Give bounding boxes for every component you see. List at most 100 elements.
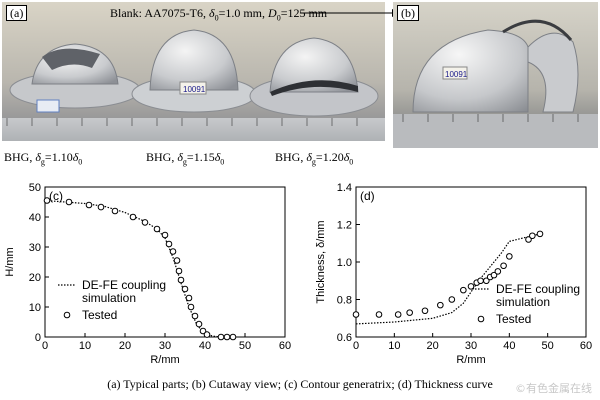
chart-d-tested-point: [500, 262, 507, 270]
chart-d-tested-point: [529, 232, 536, 240]
chart-c-ytick-label: 50: [29, 182, 41, 194]
chart-c-legend-sim-label-2: simulation: [82, 291, 136, 305]
chart-c-tested-point: [191, 312, 199, 320]
chart-d-tested-point: [394, 311, 402, 318]
chart-c-xtick-label: 60: [279, 340, 291, 352]
chart-d-xtick-label: 0: [353, 340, 359, 352]
arrow-to-cutaway: [300, 9, 400, 17]
chart-c-xtick-label: 10: [79, 340, 91, 352]
panel-tag-b: (b): [397, 5, 419, 21]
chart-d-tested-point: [525, 236, 532, 243]
chart-c-panel-tag: (c): [49, 189, 63, 203]
chart-d-xtick-label: 50: [542, 340, 554, 352]
chart-d-legend-tested-label: Tested: [496, 312, 531, 326]
bhg-label-110: BHG, δg=1.10δ0: [4, 150, 83, 167]
photo-cutaway-view: 10091 (b): [393, 2, 598, 148]
blank-spec-label: Blank: AA7075-T6, δ0=1.0 mm, D0=125 mm: [110, 6, 328, 23]
chart-d-tested-point: [437, 301, 444, 309]
chart-c-plot-frame: [44, 186, 286, 338]
figure-caption: (a) Typical parts; (b) Cutaway view; (c)…: [107, 377, 493, 391]
chart-d-xtick-label: 60: [580, 340, 592, 352]
chart-c-tested-point: [165, 240, 173, 248]
photo-cutaway-scene: 10091: [393, 2, 598, 148]
chart-c-tested-point: [173, 257, 181, 264]
chart-d-xtick-label: 20: [427, 340, 439, 352]
photo-typical-parts: 10091 (a) Blank: AA7075-T6, δ0=1.0 mm, D…: [2, 2, 385, 148]
chart-d-ytick-label: 0.6: [337, 332, 352, 344]
chart-c-tested-point: [199, 327, 207, 335]
chart-c-y-axis-label: H/mm: [4, 247, 16, 276]
chart-d-tested-point: [406, 309, 413, 316]
chart-c-x-axis-label: R/mm: [150, 354, 179, 366]
chart-c-tested-point: [161, 231, 169, 239]
chart-c-tested-point: [229, 333, 237, 341]
chart-c-tested-point: [203, 331, 211, 338]
chart-d-tested-point: [506, 253, 513, 260]
chart-d-tested-point: [494, 268, 502, 275]
chart-d-x-axis-label: R/mm: [456, 354, 485, 366]
chart-d-xtick-label: 40: [503, 340, 515, 352]
chart-c-xtick-label: 20: [119, 340, 131, 352]
chart-c-tested-point: [153, 225, 161, 233]
part-mark-a: 10091: [183, 85, 206, 94]
chart-d-svg: 0 10 20 30 40 50 60 0.6 0.8 1.0 1.2 1.4 R/mm Thicknes…: [315, 182, 592, 366]
chart-d-tested-point: [448, 296, 456, 303]
chart-c-tested-point: [223, 333, 231, 341]
chart-c-svg: 0 10 20 30 40 50 60 0 10 20 30 40 50 R/mm H/mm (c) DE-FE…: [4, 182, 291, 366]
chart-c-tested-point: [97, 203, 105, 211]
chart-c-tested-point: [43, 197, 51, 204]
chart-c-xtick-label: 40: [199, 340, 211, 352]
chart-d-ytick-label: 1.4: [337, 182, 352, 194]
chart-c-tested-point: [185, 294, 193, 302]
chart-c-series-simulation-line: [44, 199, 237, 338]
bhg-label-115: BHG, δg=1.15δ0: [146, 150, 225, 167]
chart-c-tested-point: [181, 285, 189, 293]
chart-d-tested-point: [477, 277, 484, 285]
chart-c-tested-point: [65, 198, 73, 206]
chart-c-tested-point: [85, 201, 93, 209]
chart-d-tested-point: [460, 286, 467, 294]
chart-c-tested-point: [177, 276, 185, 284]
photo-parts-scene: 10091: [2, 2, 385, 148]
chart-thickness-curve: 0 10 20 30 40 50 60 0.6 0.8 1.0 1.2 1.4 R/mm Thicknes…: [300, 172, 600, 372]
chart-c-xtick-label: 50: [239, 340, 251, 352]
chart-c-tested-point: [141, 219, 149, 226]
chart-contour-generatrix: 0 10 20 30 40 50 60 0 10 20 30 40 50 R/mm H/mm (c) DE-FE…: [0, 172, 300, 372]
chart-c-tested-point: [217, 333, 225, 341]
chart-c-ytick-label: 30: [29, 242, 41, 254]
chart-c-tested-point: [175, 267, 183, 275]
chart-d-xtick-label: 30: [465, 340, 477, 352]
chart-c-xtick-label: 30: [159, 340, 171, 352]
watermark: ©有色金属在线: [515, 382, 592, 395]
bhg-label-120: BHG, δg=1.20δ0: [275, 150, 354, 167]
panel-tag-a: (a): [6, 5, 28, 21]
chart-c-ytick-label: 20: [29, 272, 41, 284]
chart-d-legend-sim-label-2: simulation: [496, 295, 550, 309]
chart-c-ytick-label: 40: [29, 212, 41, 224]
chart-d-tested-point: [490, 271, 498, 279]
chart-c-tested-point: [129, 213, 137, 221]
chart-d-tested-point: [483, 277, 490, 285]
chart-c-tested-point: [111, 207, 119, 215]
chart-d-legend-sim-label: DE-FE coupling: [496, 282, 580, 296]
chart-d-ytick-label: 1.2: [337, 220, 352, 232]
chart-d-xtick-label: 10: [388, 340, 400, 352]
chart-c-legend-tested-swatch: [63, 311, 71, 319]
chart-d-ytick-label: 1.0: [337, 257, 352, 269]
chart-d-tested-point: [352, 311, 360, 318]
chart-d-ytick-label: 0.8: [337, 295, 352, 307]
chart-d-tested-point: [421, 307, 429, 315]
chart-d-tested-point: [375, 311, 383, 318]
chart-d-panel-tag: (d): [360, 189, 375, 203]
chart-d-plot-frame: [355, 186, 587, 338]
chart-d-series-simulation-line: [355, 233, 541, 325]
chart-d-y-axis-label: Thickness, δ/mm: [315, 220, 327, 303]
chart-d-tested-point: [467, 283, 475, 290]
chart-d-legend-tested-swatch: [477, 315, 485, 323]
chart-c-tested-point: [195, 320, 203, 328]
part-mark-b: 10091: [445, 70, 468, 79]
chart-c-tested-point: [169, 248, 177, 255]
chart-c-legend-sim-label: DE-FE coupling: [82, 278, 166, 292]
chart-c-legend-tested-label: Tested: [82, 308, 117, 322]
chart-d-tested-point: [536, 230, 544, 238]
